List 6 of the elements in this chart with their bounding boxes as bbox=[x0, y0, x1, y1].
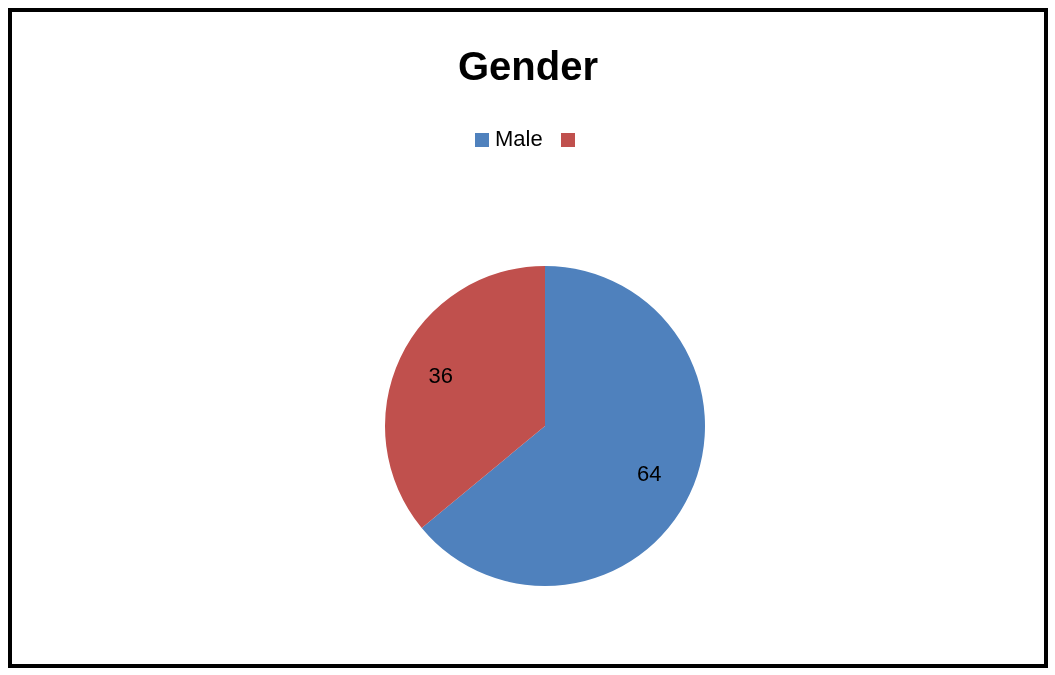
pie-slice bbox=[421, 266, 705, 586]
chart-title: Gender bbox=[457, 44, 599, 88]
pie-slice bbox=[385, 266, 545, 528]
legend-label: Male bbox=[495, 125, 543, 151]
data-label: 64 bbox=[636, 460, 662, 486]
data-label: 36 bbox=[428, 362, 454, 388]
